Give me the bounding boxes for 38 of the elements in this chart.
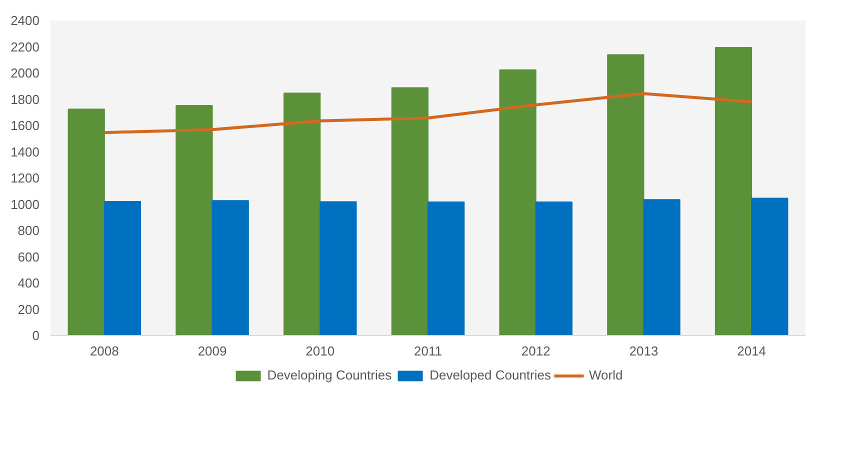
bar (104, 200, 142, 336)
bar (643, 199, 680, 336)
x-tick-label: 2014 (737, 344, 766, 358)
y-tick-label: 600 (18, 249, 40, 264)
y-tick-label: 1200 (10, 170, 40, 186)
y-tick-label: 1400 (10, 144, 40, 160)
bar (284, 92, 321, 336)
x-tick-label: 2008 (90, 344, 119, 358)
legend-label: Developed Countries (430, 368, 551, 382)
y-tick-label: 1600 (10, 118, 40, 133)
bar (714, 47, 752, 336)
legend-label: Developing Countries (267, 368, 392, 382)
y-tick-label: 1800 (10, 92, 40, 107)
y-tick-label: 800 (18, 223, 40, 238)
bar (68, 108, 105, 336)
legend-label: World (588, 368, 623, 382)
y-tick-label: 2400 (10, 13, 40, 28)
x-tick-label: 2013 (629, 344, 658, 358)
y-tick-label: 400 (18, 276, 40, 290)
bar (751, 198, 788, 336)
x-tick-label: 2012 (521, 344, 550, 358)
line-series (102, 92, 754, 134)
bar (176, 105, 213, 336)
y-tick-label: 200 (18, 302, 40, 317)
bar (320, 201, 357, 336)
bar (535, 202, 572, 336)
x-tick-label: 2010 (306, 344, 335, 358)
y-tick-label: 1000 (10, 196, 40, 212)
bar (607, 54, 644, 336)
y-tick-label: 0 (32, 328, 40, 343)
y-tick-label: 2000 (10, 66, 40, 80)
x-tick-label: 2009 (198, 344, 227, 358)
y-tick-label: 2200 (10, 39, 40, 54)
bar (428, 202, 465, 336)
bar (499, 69, 536, 336)
bar (212, 200, 249, 336)
x-tick-label: 2011 (414, 344, 442, 358)
bar (391, 87, 428, 336)
